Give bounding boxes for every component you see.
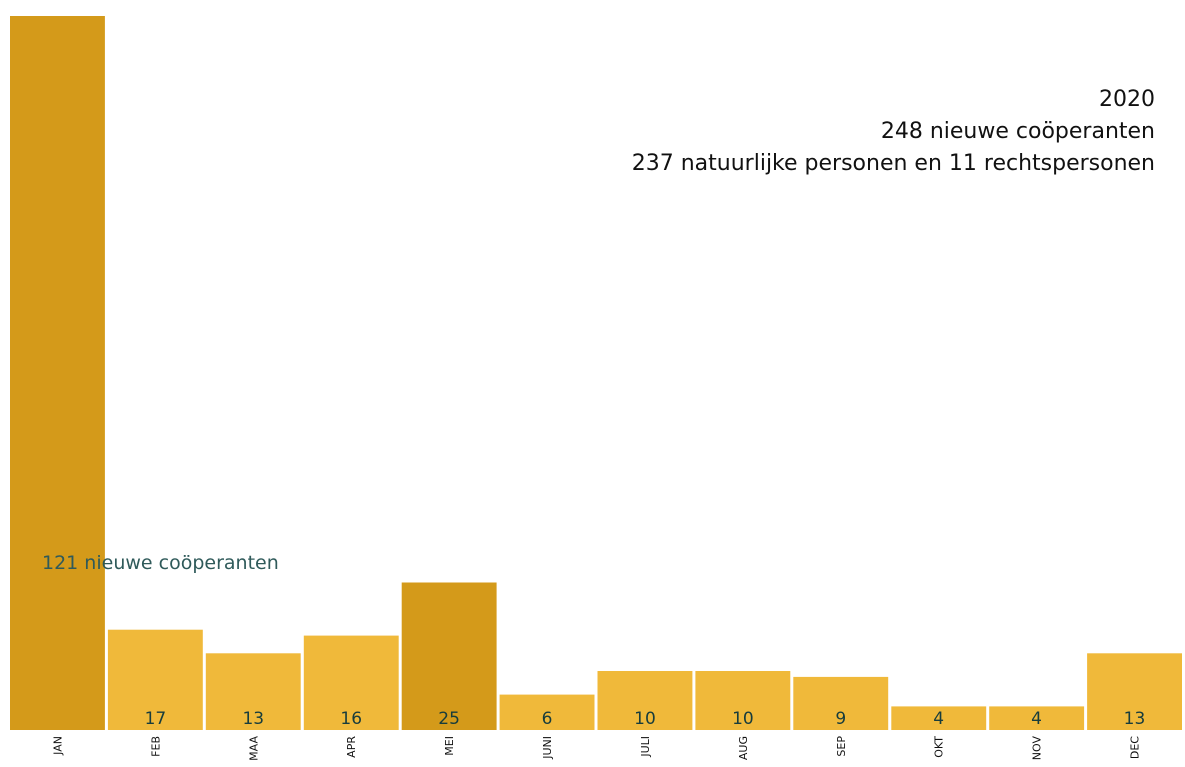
value-label-apr: 16	[340, 709, 362, 729]
tick-label-jan: JAN	[52, 736, 65, 756]
value-label-dec: 13	[1124, 709, 1146, 729]
tick-label-aug: AUG	[737, 736, 750, 760]
value-label-juni: 6	[542, 709, 553, 729]
chart-title-block: 2020 248 nieuwe coöperanten 237 natuurli…	[632, 84, 1155, 180]
tick-label-maa: MAA	[247, 736, 260, 761]
jan-annotation: 121 nieuwe coöperanten	[42, 552, 279, 574]
value-label-nov: 4	[1031, 709, 1042, 729]
tick-label-nov: NOV	[1031, 736, 1044, 761]
tick-label-apr: APR	[345, 736, 358, 758]
bar-mei	[401, 582, 497, 730]
value-label-feb: 17	[145, 709, 167, 729]
bar-okt	[891, 706, 987, 730]
bar-juli	[597, 671, 693, 730]
bar-nov	[989, 706, 1085, 730]
chart-subtitle-line-2: 237 natuurlijke personen en 11 rechtsper…	[631, 151, 1155, 176]
value-label-juli: 10	[634, 709, 656, 729]
tick-label-okt: OKT	[933, 736, 946, 758]
bar-juni	[499, 694, 595, 730]
tick-label-juli: JULI	[639, 736, 652, 758]
tick-label-sep: SEP	[835, 736, 848, 757]
bar-aug	[695, 671, 791, 730]
tick-label-juni: JUNI	[541, 736, 554, 760]
bar-feb	[107, 629, 203, 730]
chart-subtitle-line-1: 248 nieuwe coöperanten	[880, 119, 1155, 144]
bar-dec	[1087, 653, 1182, 730]
bar-sep	[793, 676, 889, 730]
value-label-mei: 25	[438, 709, 460, 729]
value-label-sep: 9	[835, 709, 846, 729]
value-label-okt: 4	[933, 709, 944, 729]
chart-title: 2020	[1099, 87, 1155, 112]
tick-label-feb: FEB	[149, 736, 162, 757]
bar-apr	[303, 635, 399, 730]
bar-maa	[205, 653, 301, 730]
tick-label-dec: DEC	[1129, 736, 1142, 759]
value-label-aug: 10	[732, 709, 754, 729]
value-label-maa: 13	[242, 709, 264, 729]
bar-jan	[10, 16, 105, 730]
tick-label-mei: MEI	[443, 736, 456, 756]
